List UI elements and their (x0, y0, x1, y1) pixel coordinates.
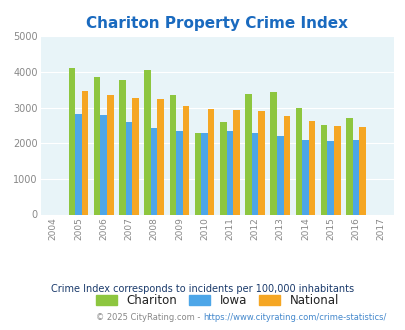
Bar (258, 111, 264, 214)
Bar (270, 92, 276, 214)
Bar (119, 80, 125, 214)
Bar (226, 131, 232, 214)
Bar (194, 133, 201, 214)
Bar (100, 115, 107, 214)
Bar (169, 95, 176, 214)
Bar (182, 106, 189, 214)
Bar (333, 126, 340, 214)
Bar (220, 122, 226, 214)
Bar (81, 91, 88, 214)
Bar (232, 110, 239, 214)
Bar (308, 121, 315, 214)
Bar (144, 70, 151, 214)
Bar (295, 108, 301, 214)
Bar (132, 98, 139, 214)
Bar (352, 140, 358, 214)
Text: https://www.cityrating.com/crime-statistics/: https://www.cityrating.com/crime-statist… (202, 313, 386, 322)
Bar (345, 118, 352, 214)
Bar (94, 77, 100, 214)
Bar (358, 127, 365, 214)
Bar (125, 122, 132, 214)
Text: Crime Index corresponds to incidents per 100,000 inhabitants: Crime Index corresponds to incidents per… (51, 284, 354, 294)
Bar (276, 136, 283, 214)
Bar (320, 125, 327, 214)
Bar (151, 128, 157, 214)
Bar (327, 141, 333, 214)
Bar (283, 116, 290, 214)
Title: Chariton Property Crime Index: Chariton Property Crime Index (86, 16, 347, 31)
Bar (157, 99, 164, 214)
Bar (107, 95, 113, 214)
Bar (75, 114, 81, 214)
Bar (207, 109, 214, 214)
Bar (251, 133, 258, 214)
Bar (176, 131, 182, 214)
Text: © 2025 CityRating.com -: © 2025 CityRating.com - (96, 313, 202, 322)
Legend: Chariton, Iowa, National: Chariton, Iowa, National (90, 288, 344, 313)
Bar (245, 94, 251, 214)
Bar (68, 68, 75, 215)
Bar (201, 133, 207, 214)
Bar (301, 140, 308, 214)
